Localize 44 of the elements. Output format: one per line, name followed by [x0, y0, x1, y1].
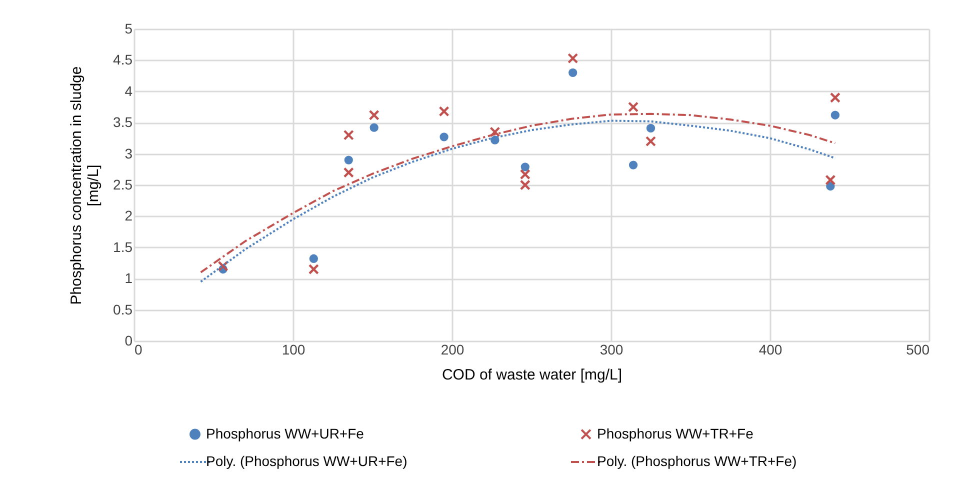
- point: [218, 260, 228, 272]
- x-axis-title: COD of waste water [mg/L]: [442, 366, 622, 384]
- point: [825, 174, 836, 186]
- y-tick-label: 3.5: [113, 114, 133, 130]
- legend-label: Poly. (Phosphorus WW+TR+Fe): [597, 453, 797, 469]
- point: [568, 53, 578, 64]
- point: [628, 160, 638, 170]
- point: [646, 124, 656, 133]
- point: [520, 180, 530, 190]
- y-tick-label: 4.5: [113, 52, 133, 68]
- y-tick-label: 5: [124, 20, 133, 36]
- point: [309, 254, 318, 263]
- point: [308, 264, 319, 275]
- point: [520, 169, 530, 180]
- point: [628, 102, 639, 112]
- point: [568, 68, 578, 77]
- point: [344, 156, 353, 164]
- x-tick-label: 100: [282, 342, 306, 358]
- y-tick-label: 2.5: [113, 176, 133, 192]
- legend-label: Phosphorus WW+UR+Fe: [206, 425, 364, 442]
- y-tick-label: 2: [124, 208, 133, 224]
- y-tick-label: 0.5: [113, 301, 133, 318]
- y-tick-label: 1: [124, 270, 133, 286]
- point: [368, 110, 380, 120]
- point: [438, 106, 450, 117]
- point: [440, 132, 448, 142]
- point: [830, 110, 840, 120]
- x-tick-label: 400: [758, 342, 782, 358]
- point: [645, 136, 656, 147]
- point: [343, 130, 354, 140]
- point: [370, 123, 378, 132]
- y-tick-label: 3: [124, 145, 133, 162]
- y-tick-label: 4: [124, 82, 133, 99]
- legend-label: Poly. (Phosphorus WW+UR+Fe): [206, 453, 408, 469]
- x-tick-label: 500: [906, 342, 930, 358]
- point: [830, 92, 840, 103]
- point: [343, 167, 354, 178]
- x-tick-label: 300: [600, 342, 624, 358]
- point: [520, 162, 530, 172]
- y-tick-label: 1.5: [113, 238, 133, 255]
- point: [490, 126, 500, 138]
- y-axis-title: Phosphorus concentration in sludge [mg/L]: [68, 66, 102, 305]
- x-tick-label: 200: [440, 342, 464, 358]
- legend-label: Phosphorus WW+TR+Fe: [597, 425, 754, 442]
